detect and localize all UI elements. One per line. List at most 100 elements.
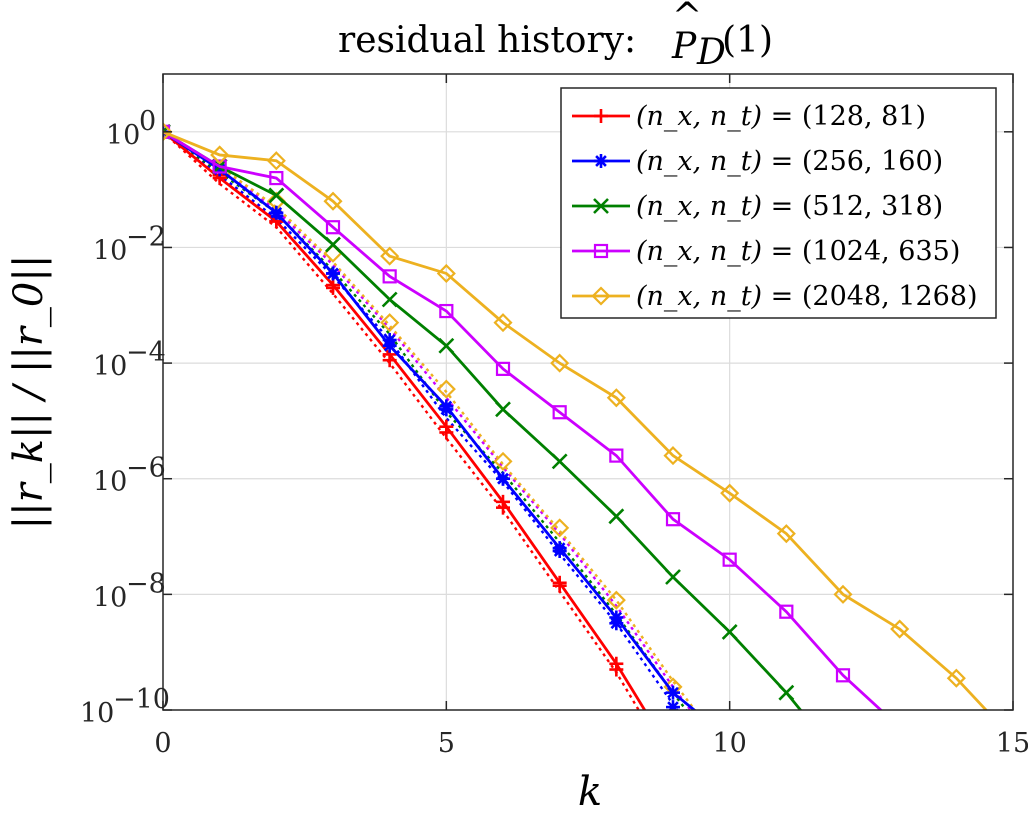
series-2-point-11 (778, 684, 795, 701)
x-tick-label-3: 15 (996, 728, 1028, 759)
series-0-point-7 (552, 575, 567, 590)
series-3-point-9 (665, 512, 681, 527)
legend-marker (593, 198, 609, 214)
legend-entry-1: (n_x, n_t) = (256, 160) (572, 146, 943, 177)
title-subscript: D (696, 32, 726, 73)
marker-shape (323, 191, 343, 211)
series-0-point-5 (439, 419, 454, 434)
marker-shape (552, 405, 567, 420)
marker-stroke (440, 400, 453, 413)
legend-marker (591, 286, 611, 306)
series-layer (163, 122, 988, 710)
marker-stroke (381, 291, 398, 308)
marker-shape (890, 619, 910, 639)
marker-stroke (667, 686, 679, 699)
legend-entry-2: (n_x, n_t) = (512, 318) (572, 191, 943, 222)
marker-shape (833, 584, 853, 604)
marker-shape (493, 313, 513, 333)
marker-shape (439, 303, 454, 319)
legend-entry-0: (n_x, n_t) = (128, 81) (572, 101, 926, 132)
series-4-point-7 (550, 353, 570, 373)
y-tick-label-exponent: −4 (126, 337, 166, 368)
legend-entry-4: (n_x, n_t) = (2048, 1268) (572, 281, 978, 312)
dotted-series-3 (163, 130, 692, 710)
chart-title: residual history: P ^ D (1) (338, 0, 773, 73)
series-2-point-8 (608, 508, 625, 525)
marker-shape (591, 286, 611, 306)
series-1-point-6 (496, 471, 510, 486)
series-1-point-8 (609, 610, 624, 625)
marker-shape (722, 552, 737, 567)
marker-shape (495, 361, 511, 376)
legend-label-1: (n_x, n_t) = (256, 160) (636, 146, 943, 177)
series-4-point-9 (663, 446, 683, 466)
marker-shape (606, 590, 626, 610)
x-axis-label: k (578, 769, 602, 815)
series-4-point-1 (210, 145, 230, 165)
marker-shape (606, 388, 626, 408)
y-tick-label-base: 10 (93, 467, 127, 498)
y-tick-label-exponent: −6 (126, 453, 166, 484)
marker-stroke (595, 155, 607, 167)
y-tick-label-exponent: −10 (113, 684, 170, 715)
y-tick-label-exponent: −2 (126, 221, 166, 252)
title-main: residual history: (338, 20, 636, 61)
series-0-point-6 (496, 494, 510, 509)
series-2-point-4 (381, 291, 398, 308)
y-tick-label-4: 10−8 (93, 568, 166, 613)
series-2-point-7 (551, 453, 568, 470)
marker-stroke (610, 611, 623, 624)
series-2 (163, 123, 803, 710)
x-tick-label-1: 5 (438, 728, 455, 759)
series-4-point-5 (436, 263, 456, 284)
marker-stroke (383, 339, 396, 352)
series-4-point-0 (163, 122, 173, 142)
marker-stroke (325, 236, 341, 253)
series-3-point-11 (779, 604, 794, 619)
series-4-point-6 (493, 313, 513, 333)
marker-shape (665, 512, 681, 527)
y-tick-label-base: 10 (80, 698, 114, 729)
dotted-marker-point (606, 590, 626, 610)
marker-shape (436, 379, 456, 399)
marker-stroke (608, 508, 625, 525)
dotted-series-0 (163, 130, 641, 710)
legend-label-3: (n_x, n_t) = (1024, 635) (636, 236, 960, 267)
series-4-point-12 (833, 584, 853, 604)
y-tick-label-2: 10−4 (93, 337, 166, 382)
marker-stroke (495, 401, 511, 418)
series-4-point-8 (606, 388, 626, 408)
marker-shape (212, 159, 227, 174)
y-tick-label-exponent: −8 (126, 568, 166, 599)
legend-entry-3: (n_x, n_t) = (1024, 635) (572, 236, 960, 267)
series-line-0 (163, 130, 647, 710)
marker-shape (380, 246, 400, 266)
marker-stroke (497, 472, 509, 485)
y-tick-label-3: 10−6 (93, 453, 166, 498)
marker-stroke (778, 684, 795, 701)
series-3-point-10 (722, 552, 737, 567)
series-4-point-4 (380, 246, 400, 266)
legend-marker (594, 154, 608, 168)
series-4-point-3 (323, 191, 343, 211)
y-tick-label-base: 10 (93, 582, 127, 613)
marker-shape (776, 524, 796, 544)
marker-shape (779, 604, 794, 619)
title-argument: (1) (722, 20, 773, 61)
axes-box (162, 73, 1014, 711)
marker-shape (609, 448, 624, 463)
series-3-point-2 (269, 170, 284, 186)
series-4 (163, 122, 988, 710)
marker-stroke (438, 337, 455, 354)
y-tick-label-0: 100 (106, 106, 156, 151)
marker-shape (436, 263, 456, 284)
series-1-point-5 (439, 399, 454, 414)
marker-shape (946, 668, 966, 688)
marker-stroke (668, 701, 679, 710)
series-0 (163, 124, 647, 710)
series-1-point-7 (552, 541, 567, 556)
marker-stroke (553, 542, 566, 554)
marker-shape (835, 668, 851, 683)
marker-shape (493, 451, 513, 471)
